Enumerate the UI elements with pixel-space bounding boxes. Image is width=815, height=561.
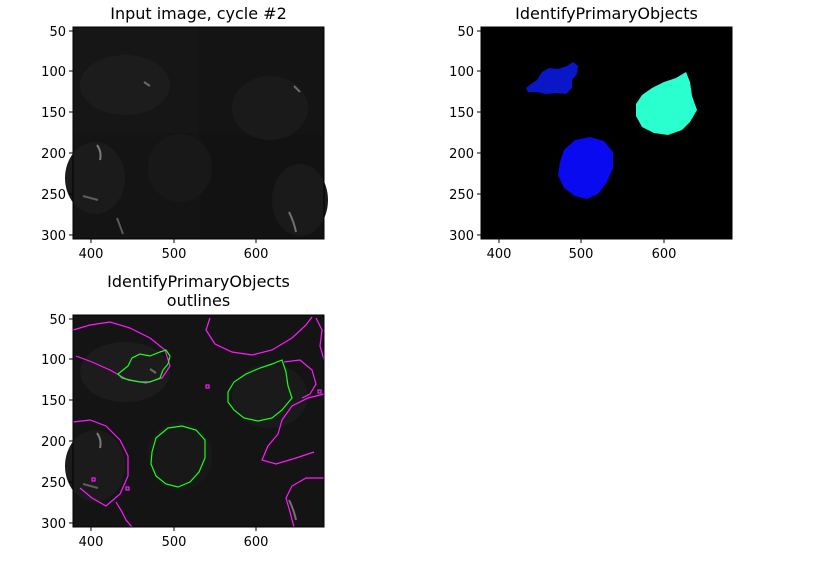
x-tick-label: 500 — [162, 535, 187, 550]
y-tick-label: 150 — [41, 394, 66, 409]
y-tick-label: 250 — [41, 476, 66, 491]
x-tick-label: 500 — [162, 247, 187, 262]
primary-object-outline — [150, 425, 206, 488]
y-tick-label: 300 — [41, 229, 66, 244]
y-tick-label: 200 — [449, 147, 474, 162]
panel-title: IdentifyPrimaryObjects — [515, 4, 698, 23]
y-tick-label: 300 — [41, 517, 66, 532]
x-axis: 400 500 600 — [79, 239, 269, 262]
y-tick-label: 300 — [449, 229, 474, 244]
image-area — [65, 315, 324, 527]
x-tick-label: 400 — [487, 247, 512, 262]
y-axis: 50 100 150 200 250 300 — [41, 25, 73, 244]
y-tick-label: 150 — [41, 106, 66, 121]
x-axis: 400 500 600 — [487, 239, 677, 262]
x-tick-label: 400 — [79, 535, 104, 550]
y-axis: 50 100 150 200 250 300 — [41, 313, 73, 532]
y-tick-label: 250 — [449, 188, 474, 203]
object-outline — [125, 486, 130, 491]
object-outline — [72, 419, 129, 507]
y-tick-label: 50 — [49, 25, 66, 40]
panel-outlines: IdentifyPrimaryObjects outlines — [41, 272, 325, 550]
x-tick-label: 400 — [79, 247, 104, 262]
image-area — [481, 27, 732, 239]
y-axis: 50 100 150 200 250 300 — [449, 25, 481, 244]
y-tick-label: 100 — [449, 65, 474, 80]
object-outline — [205, 384, 210, 389]
x-axis: 400 500 600 — [79, 527, 269, 550]
panel-title: outlines — [167, 291, 230, 310]
x-tick-label: 600 — [244, 247, 269, 262]
primary-object-outline — [227, 359, 293, 422]
object-outline — [315, 317, 325, 361]
x-tick-label: 500 — [569, 247, 594, 262]
y-tick-label: 100 — [41, 353, 66, 368]
panel-title: IdentifyPrimaryObjects — [107, 272, 290, 291]
primary-object-outline — [117, 349, 171, 383]
y-tick-label: 200 — [41, 147, 66, 162]
object-outline — [91, 477, 96, 482]
object-outline — [283, 359, 317, 399]
panel-identify-primary-objects: IdentifyPrimaryObjects 400 500 600 50 10… — [449, 4, 733, 262]
object-outline — [285, 477, 324, 528]
y-tick-label: 50 — [457, 25, 474, 40]
panel-input-image: Input image, cycle #2 400 500 600 — [41, 4, 328, 262]
object-outline — [317, 389, 322, 394]
image-area — [65, 27, 328, 239]
x-tick-label: 600 — [652, 247, 677, 262]
object-region — [636, 72, 697, 135]
object-outline — [205, 316, 313, 356]
x-tick-label: 600 — [244, 535, 269, 550]
y-tick-label: 150 — [449, 106, 474, 121]
y-tick-label: 100 — [41, 65, 66, 80]
object-outline — [261, 393, 325, 465]
object-outline — [72, 321, 171, 384]
object-region — [526, 62, 578, 94]
panel-title: Input image, cycle #2 — [110, 4, 287, 23]
object-region — [558, 137, 613, 199]
y-tick-label: 50 — [49, 313, 66, 328]
y-tick-label: 200 — [41, 435, 66, 450]
y-tick-label: 250 — [41, 188, 66, 203]
object-outline — [115, 501, 133, 528]
